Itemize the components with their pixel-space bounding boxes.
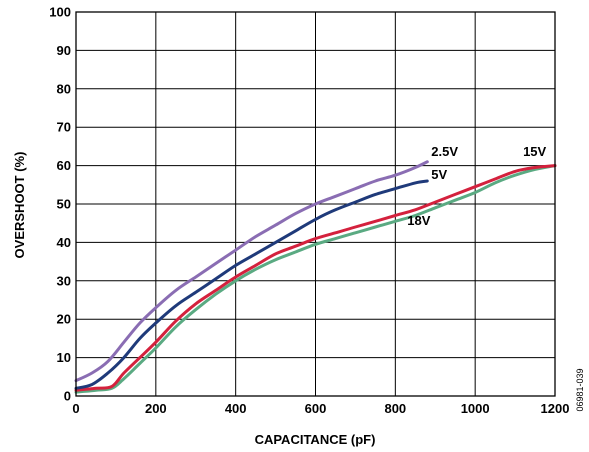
series-line-15v	[74, 164, 557, 392]
x-tick-label: 1200	[541, 401, 570, 416]
y-tick-label: 20	[57, 312, 71, 327]
x-tick-label: 1000	[461, 401, 490, 416]
x-tick-label: 400	[225, 401, 247, 416]
y-tick-label: 70	[57, 120, 71, 135]
series-line-5v	[74, 179, 429, 390]
plot-frame	[75, 11, 556, 397]
y-tick-label: 50	[57, 197, 71, 212]
x-tick-labels: 0 200 400 600 800 1000 1200	[72, 401, 569, 416]
y-tick-label: 10	[57, 350, 71, 365]
y-axis-title: OVERSHOOT (%)	[12, 152, 27, 259]
x-tick-label: 200	[145, 401, 167, 416]
series-line-2_5v	[74, 160, 429, 383]
y-tick-label: 60	[57, 158, 71, 173]
y-tick-label: 40	[57, 235, 71, 250]
series-line-18v	[74, 164, 557, 394]
series-label: 18V	[407, 213, 430, 228]
y-tick-label: 100	[49, 5, 71, 20]
x-tick-label: 0	[72, 401, 79, 416]
y-tick-label: 80	[57, 81, 71, 96]
x-tick-label: 800	[384, 401, 406, 416]
y-tick-label: 90	[57, 43, 71, 58]
y-tick-labels: 0 10 20 30 40 50 60 70 80 90 100	[49, 5, 71, 404]
y-tick-label: 0	[64, 389, 71, 404]
series-label: 2.5V	[431, 144, 458, 159]
x-tick-label: 600	[305, 401, 327, 416]
grid	[76, 12, 555, 396]
series-labels: 2.5V 5V 15V 18V	[407, 144, 546, 228]
series-lines	[74, 160, 557, 394]
y-tick-label: 30	[57, 273, 71, 288]
series-label: 15V	[523, 144, 546, 159]
figure-id: 06981-039	[575, 368, 585, 411]
series-label: 5V	[431, 167, 447, 182]
x-axis-title: CAPACITANCE (pF)	[255, 432, 376, 447]
